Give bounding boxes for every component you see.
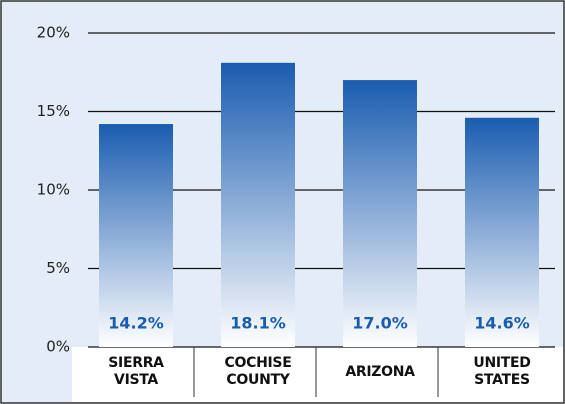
bar <box>343 80 417 347</box>
value-label: 14.2% <box>108 314 164 333</box>
y-tick-label: 10% <box>37 181 70 199</box>
x-tick-label: COCHISE COUNTY <box>224 355 292 388</box>
value-label: 14.6% <box>474 314 530 333</box>
y-tick-label: 0% <box>46 338 70 356</box>
y-tick-label: 15% <box>37 102 70 120</box>
category-band <box>72 347 563 402</box>
bar <box>465 117 539 347</box>
x-tick-label: ARIZONA <box>345 363 415 380</box>
value-label: 17.0% <box>352 314 408 333</box>
y-tick-label: 20% <box>37 24 70 42</box>
x-tick-label: SIERRA VISTA <box>108 355 164 388</box>
bar <box>99 124 173 347</box>
x-tick-label: UNITED STATES <box>473 355 531 388</box>
value-label: 18.1% <box>230 314 286 333</box>
bar <box>221 62 295 348</box>
y-tick-label: 5% <box>46 259 70 277</box>
